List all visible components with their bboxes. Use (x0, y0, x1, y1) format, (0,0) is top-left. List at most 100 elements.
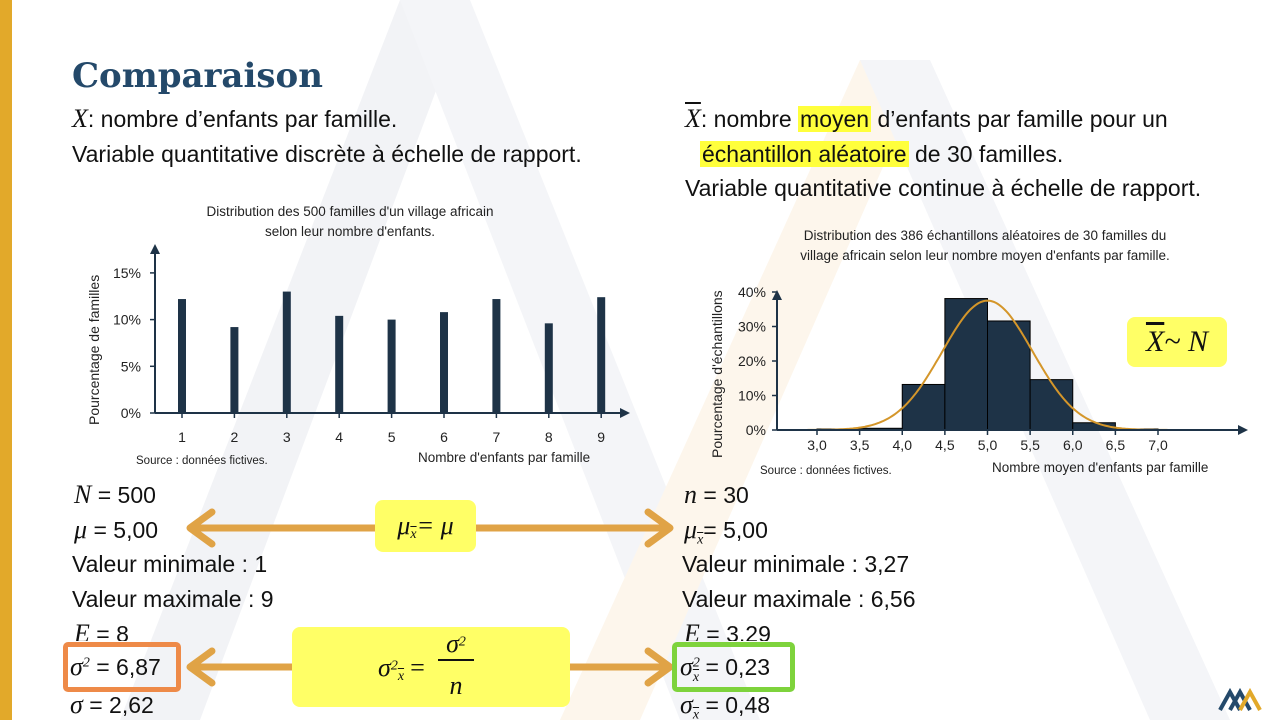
x-tick-label: 7,0 (1148, 437, 1168, 453)
stat-mu: μ = 5,00 (74, 515, 158, 545)
x-tick-label: 7 (493, 429, 501, 445)
N-symbol: N (74, 480, 92, 509)
histogram-bar (901, 383, 946, 431)
x-symbol: X (72, 104, 88, 133)
y-axis-arrow-icon (772, 290, 782, 300)
y-tick-label: 10% (113, 312, 141, 328)
xbar-symbol: X (685, 104, 701, 133)
bar (230, 327, 239, 413)
right-line3: Variable quantitative continue à échelle… (685, 175, 1202, 201)
chart1-title-line2: selon leur nombre d'enfants. (265, 224, 435, 239)
variance-highlight-box (63, 642, 181, 692)
chart1-title-line1: Distribution des 500 familles d'un villa… (206, 204, 494, 219)
x-axis-arrow-icon (620, 408, 630, 418)
x-tick-label: 6 (440, 429, 448, 445)
x-axis-arrow-icon (1238, 425, 1248, 435)
xbar-sub: x (410, 527, 417, 543)
x-tick-label: 5 (388, 429, 396, 445)
stat-E-right: E = 3,29 (684, 619, 771, 641)
x-tick-label: 5,0 (978, 437, 998, 453)
bar (335, 315, 344, 413)
mean-formula-box: μx= μ (375, 500, 476, 552)
sigma-symbol: σ (680, 652, 693, 681)
mu-value: = 5,00 (93, 517, 159, 543)
left-definition: X: nombre d’enfants par famille. (72, 104, 397, 134)
var-arrow-left-head (186, 647, 216, 687)
chart1-title: Distribution des 500 familles d'un villa… (140, 202, 560, 242)
mean-arrow-left-head (186, 508, 216, 548)
stat-sd: σ = 2,62 (70, 690, 154, 720)
bar (178, 299, 186, 413)
variance-formula-box: σ2x = σ2 n (292, 627, 570, 707)
chart2-title-line2: village africain selon leur nombre moyen… (800, 248, 1170, 263)
E-value: = 8 (96, 621, 129, 641)
stat-min-right: Valeur minimale : 3,27 (682, 551, 910, 577)
sd-xbar-value: = 0,48 (705, 692, 771, 718)
y-tick-label: 30% (738, 319, 766, 335)
var-arrow-right-head (644, 647, 674, 687)
mu-symbol: μ (684, 515, 698, 544)
var-sub: x (692, 669, 700, 685)
stat-variance-xbar: σ2x = 0,23 (680, 652, 770, 686)
mu-xbar-value: = 5,00 (703, 517, 768, 543)
highlight-moyen: moyen (798, 106, 872, 132)
histogram-bar (944, 298, 988, 431)
chart2-title-line1: Distribution des 386 échantillons aléato… (803, 228, 1167, 243)
var-eq: = (408, 653, 427, 682)
brand-logo-icon (1218, 688, 1262, 711)
x-tick-label: 5,5 (1020, 437, 1040, 453)
badge-n: ~ N (1164, 325, 1209, 358)
chart1-xlabel: Nombre d'enfants par famille (418, 450, 591, 465)
var-numerator: σ (446, 629, 459, 658)
mu-symbol: μ (74, 515, 88, 544)
mean-rhs: = μ (416, 511, 454, 540)
stat-mu-xbar: μx= 5,00 (684, 515, 768, 549)
x-tick-label: 4,0 (893, 437, 913, 453)
right-line1a: : nombre (700, 106, 799, 132)
chart1-source: Source : données fictives. (136, 455, 268, 467)
right-line2: échantillon aléatoire de 30 familles. (700, 141, 1063, 168)
chart2-source: Source : données fictives. (760, 465, 892, 477)
accent-bar (0, 0, 12, 720)
var-denominator: n (449, 671, 463, 700)
bar (387, 319, 396, 413)
sigma-symbol: σ (70, 652, 83, 681)
bar (544, 323, 553, 413)
right-definition: X: nombre moyen d’enfants par famille po… (685, 104, 1168, 134)
y-tick-label: 0% (746, 422, 766, 438)
y-tick-label: 40% (738, 284, 766, 300)
N-value: = 500 (97, 482, 156, 508)
bar (492, 299, 501, 413)
var-sub: x (397, 669, 405, 685)
right-line2b: de 30 familles. (908, 141, 1064, 167)
var-sup: 2 (692, 655, 700, 671)
x-tick-label: 6,0 (1063, 437, 1083, 453)
var-sup: 2 (82, 655, 90, 671)
highlight-echantillon: échantillon aléatoire (700, 141, 909, 167)
stat-N: N = 500 (74, 480, 156, 510)
normal-badge: X~ N (1127, 317, 1227, 367)
chart2-title: Distribution des 386 échantillons aléato… (735, 226, 1235, 266)
mean-arrow-right-head (644, 508, 674, 548)
n-symbol: n (684, 480, 697, 509)
E-symbol: E (684, 619, 700, 641)
sigma-symbol: σ (70, 690, 83, 719)
badge-xbar: X (1145, 325, 1165, 358)
x-tick-label: 3 (283, 429, 291, 445)
variance-xbar-highlight-box (672, 642, 795, 692)
sd-value: = 2,62 (89, 692, 154, 718)
bar (597, 297, 606, 413)
x-tick-label: 4,5 (935, 437, 955, 453)
x-tick-label: 6,5 (1106, 437, 1126, 453)
x-tick-label: 3,5 (850, 437, 870, 453)
stat-max: Valeur maximale : 9 (72, 586, 274, 612)
variance-value: = 6,87 (96, 654, 161, 680)
stat-max-right: Valeur maximale : 6,56 (682, 586, 916, 612)
bar (282, 291, 291, 413)
sigma-symbol: σ (378, 653, 391, 682)
y-tick-label: 10% (738, 388, 766, 404)
mu-symbol: μ (397, 511, 411, 540)
y-axis-arrow-icon (150, 244, 160, 254)
var-sup: 2 (390, 658, 398, 674)
